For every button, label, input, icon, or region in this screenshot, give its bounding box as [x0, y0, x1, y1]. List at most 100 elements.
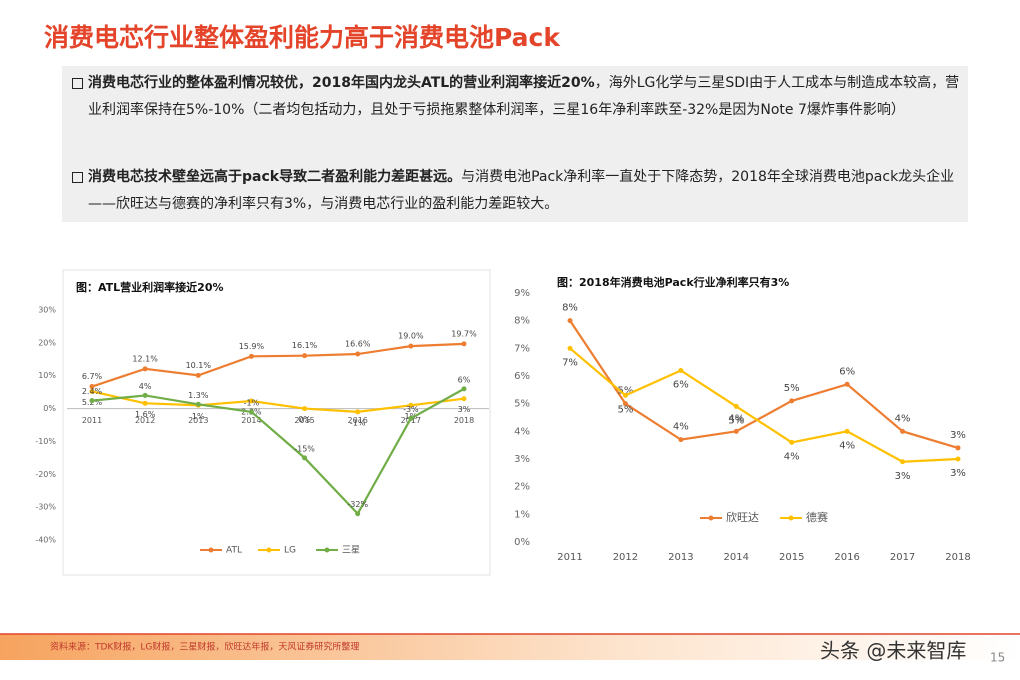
y-tick-label: -30%	[35, 503, 56, 512]
value-label: 12.1%	[132, 354, 158, 363]
value-label: 6%	[673, 379, 689, 390]
value-label: 4%	[839, 440, 855, 451]
point	[955, 456, 961, 462]
point	[195, 372, 201, 378]
point	[789, 439, 795, 445]
value-label: 19.0%	[398, 332, 424, 341]
y-tick-label: 8%	[514, 316, 530, 327]
x-tick-label: 2016	[834, 552, 859, 563]
y-tick-label: 9%	[514, 288, 530, 299]
point	[900, 428, 906, 434]
point	[622, 392, 628, 398]
series-line	[569, 320, 959, 449]
series-line	[569, 347, 959, 463]
point	[142, 392, 148, 398]
value-label: -1%	[350, 418, 366, 427]
value-label: -1%	[244, 398, 260, 407]
y-tick-label: 7%	[514, 343, 530, 354]
source-note: 资料来源：TDK财报，LG财报，三星财报，欣旺达年报，天风证券研究所整理	[50, 641, 359, 653]
y-tick-label: 0%	[43, 404, 56, 413]
value-label: 3%	[950, 430, 966, 441]
point	[678, 437, 684, 443]
point	[248, 353, 254, 359]
x-tick-label: 2011	[557, 552, 582, 563]
point	[955, 445, 961, 451]
x-tick-label: 2013	[668, 552, 693, 563]
chart-frame	[62, 269, 491, 576]
value-label: 3%	[458, 405, 471, 414]
bullet: 消费电芯技术壁垒远高于pack导致二者盈利能力差距甚远。与消费电池Pack净利率…	[72, 164, 968, 218]
point	[408, 343, 414, 349]
bullet: 消费电芯行业的整体盈利情况较优，2018年国内龙头ATL的营业利润率接近20%，…	[72, 70, 968, 124]
chart-title: 图：2018年消费电池Pack行业净利率只有3%	[557, 275, 789, 289]
value-label: -32%	[347, 500, 368, 509]
point	[567, 345, 573, 351]
value-label: 4%	[895, 413, 911, 424]
watermark: 头条 @未来智库	[820, 639, 966, 663]
point	[89, 388, 95, 394]
point	[408, 415, 414, 421]
x-tick-label: 2012	[135, 416, 155, 425]
y-tick-label: 30%	[38, 306, 56, 315]
y-tick-label: 4%	[514, 426, 530, 437]
y-tick-label: -10%	[35, 437, 56, 446]
point	[89, 398, 95, 404]
value-label: 16.6%	[345, 340, 371, 349]
point	[461, 386, 467, 392]
point	[302, 406, 308, 412]
value-label: 19.7%	[451, 329, 477, 338]
legend-label: 欣旺达	[726, 510, 759, 524]
point	[461, 396, 467, 402]
legend-marker	[708, 515, 714, 521]
point	[248, 398, 254, 404]
value-label: 7%	[562, 357, 578, 368]
value-label: 6%	[839, 366, 855, 377]
legend-marker	[266, 547, 272, 553]
value-label: 8%	[562, 303, 578, 314]
point	[733, 403, 739, 409]
x-tick-label: 2018	[454, 416, 474, 425]
value-label: 1%	[192, 412, 205, 421]
legend-label: ATL	[226, 546, 242, 556]
bullet-marker	[72, 78, 83, 89]
point	[355, 409, 361, 415]
bullet-text: 与消费电池Pack净利率一直处于下降态势，2018年全球消费电池pack龙头企业…	[88, 169, 955, 212]
bullet-text: ，海外LG化学与三星SDI由于人工成本与制造成本较高，营业利润率保持在5%-10…	[88, 75, 960, 118]
point	[142, 400, 148, 406]
y-tick-label: 2%	[514, 482, 530, 493]
x-tick-label: 2013	[188, 416, 208, 425]
x-tick-label: 2018	[945, 552, 970, 563]
x-tick-label: 2015	[779, 552, 804, 563]
x-tick-label: 2017	[890, 552, 915, 563]
legend-label: 三星	[342, 545, 360, 556]
y-tick-label: 3%	[514, 454, 530, 465]
value-label: 3%	[950, 468, 966, 479]
value-label: 15.9%	[239, 342, 265, 351]
y-tick-label: -40%	[35, 536, 56, 545]
bullet-bold: 消费电芯技术壁垒远高于pack导致二者盈利能力差距甚远。	[88, 169, 462, 185]
value-label: 6.7%	[82, 372, 103, 381]
bullet-marker	[72, 172, 83, 183]
footer-band	[0, 634, 1020, 660]
value-label: 6%	[458, 375, 471, 384]
point	[622, 401, 628, 407]
y-tick-label: 20%	[38, 338, 56, 347]
value-label: 5%	[728, 415, 744, 426]
x-tick-label: 2015	[294, 416, 314, 425]
x-tick-label: 2014	[241, 416, 261, 425]
point	[302, 455, 308, 461]
legend-marker	[324, 547, 330, 553]
x-tick-label: 2014	[724, 552, 749, 563]
point	[844, 428, 850, 434]
y-tick-label: 1%	[514, 509, 530, 520]
value-label: 1.6%	[135, 410, 156, 419]
chart-title: 图：ATL营业利润率接近20%	[76, 280, 224, 294]
point	[844, 381, 850, 387]
page-number: 15	[990, 651, 1005, 665]
x-tick-label: 2011	[82, 416, 102, 425]
point	[195, 401, 201, 407]
value-label: 10.1%	[186, 361, 212, 370]
value-label: -15%	[294, 444, 315, 453]
value-label: 5%	[617, 386, 633, 397]
